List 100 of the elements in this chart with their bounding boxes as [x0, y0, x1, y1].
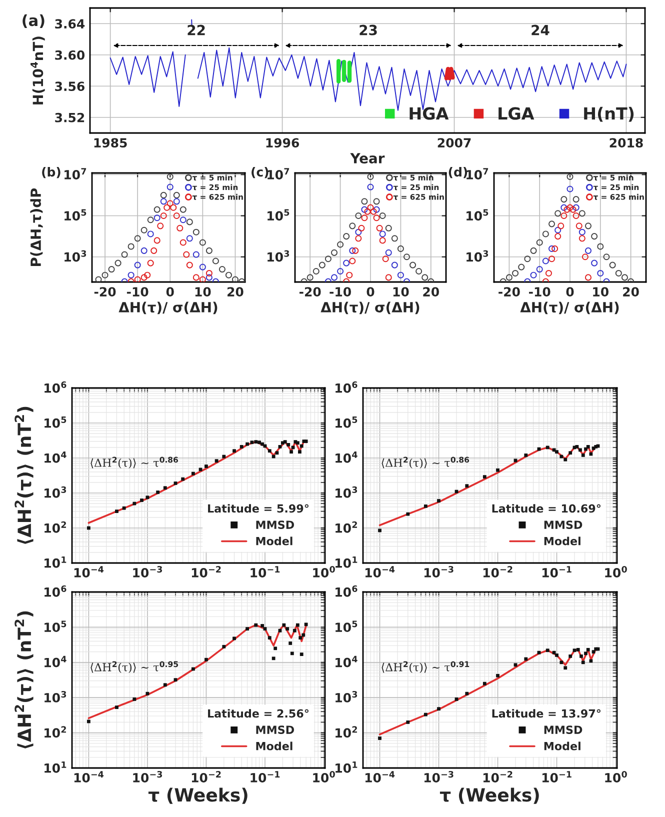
legend-label: Model — [256, 536, 292, 546]
x-tick-label: 10$^{0}$ — [313, 770, 335, 782]
legend-label: MMSD — [256, 726, 294, 734]
y-tick-label: 10$^{2}$ — [336, 726, 357, 738]
x-tick-label: 10$^{−2}$ — [483, 566, 512, 578]
y-tick-label: 10$^{6}$ — [336, 585, 358, 597]
x-tick-label: 10$^{−3}$ — [424, 770, 454, 782]
x-tick-label: -20 — [94, 287, 116, 297]
y-tick-label: 10$^{4}$ — [44, 656, 66, 668]
annotation: ⟨ΔH$^{2}$(τ)⟩ ~ τ$^{0.86}$ — [90, 456, 178, 469]
y-tick-label: 10$^{7}$ — [466, 168, 488, 180]
y-tick-label: 10$^{3}$ — [64, 250, 86, 262]
legend-label: MMSD — [544, 520, 582, 529]
x-tick-label: 0 — [166, 287, 174, 297]
y-tick-label: 10$^{3}$ — [336, 690, 358, 702]
x-tick-label: 20 — [423, 287, 439, 297]
y-tick-label: 10$^{5}$ — [64, 209, 86, 221]
x-tick-label: -10 — [330, 287, 351, 297]
x-tick-label: 2007 — [438, 138, 471, 148]
x-axis-title: τ (Weeks) — [440, 788, 539, 804]
y-tick-label: 3.52 — [55, 112, 84, 122]
y-tick-label: 10$^{2}$ — [44, 521, 66, 533]
y-tick-label: 10$^{3}$ — [268, 250, 290, 262]
x-tick-label: 10$^{−1}$ — [250, 771, 280, 782]
annotation: ⟨ΔH$^{2}$(τ)⟩ ~ τ$^{0.91}$ — [382, 661, 470, 673]
x-tick-label: 2018 — [610, 138, 643, 148]
y-axis-title: P(ΔH,τ)dP — [30, 188, 43, 266]
legend-label: MMSD — [544, 726, 582, 734]
x-tick-label: 20 — [228, 287, 244, 297]
annotation: ⟨ΔH$^{2}$(τ)⟩ ~ τ$^{0.86}$ — [382, 456, 470, 469]
y-tick-label: 10$^{6}$ — [44, 381, 66, 393]
x-tick-label: 10$^{−1}$ — [542, 566, 572, 578]
y-tick-label: 10$^{2}$ — [336, 521, 357, 533]
x-tick-label: -20 — [498, 287, 520, 297]
x-tick-label: 10$^{−4}$ — [74, 566, 104, 578]
x-tick-label: 1985 — [94, 138, 127, 148]
x-tick-label: 10$^{−2}$ — [192, 770, 221, 782]
x-tick-label: 10 — [593, 287, 608, 297]
legend-title: Latitude = 10.69° — [492, 504, 600, 513]
text: (a) — [22, 14, 44, 28]
y-tick-label: 10$^{5}$ — [44, 416, 66, 428]
x-tick-label: 10$^{0}$ — [605, 770, 627, 782]
y-tick-label: 10$^{7}$ — [64, 168, 86, 180]
x-axis-title: ΔH(τ)/ σ(ΔH) — [118, 302, 218, 314]
y-tick-label: 10$^{6}$ — [44, 585, 66, 597]
x-tick-label: 10$^{−4}$ — [74, 771, 104, 782]
legend-label: Model — [544, 742, 580, 750]
x-tick-label: 10$^{0}$ — [313, 566, 335, 578]
y-tick-label: 10$^{3}$ — [44, 690, 66, 702]
legend-label: Model — [256, 742, 292, 750]
y-tick-label: 10$^{5}$ — [44, 620, 66, 632]
legend-label: MMSD — [256, 520, 294, 529]
text: (b) — [42, 166, 60, 178]
legend-label: HGA — [410, 107, 449, 120]
y-tick-label: 10$^{1}$ — [44, 556, 66, 568]
x-tick-label: 10$^{−2}$ — [192, 566, 221, 578]
y-axis-title: ⟨ΔH$^{2}$(τ)⟩ (nT$^{2}$) — [14, 406, 34, 544]
x-tick-label: 10$^{−2}$ — [483, 770, 512, 782]
x-tick-label: 10 — [393, 287, 409, 297]
x-axis-title: τ (Weeks) — [148, 788, 248, 804]
y-tick-label: 10$^{1}$ — [336, 762, 358, 773]
x-tick-label: 10$^{−3}$ — [424, 566, 454, 578]
text: (d) — [448, 166, 468, 178]
y-tick-label: 10$^{1}$ — [336, 556, 358, 568]
y-tick-label: 10$^{5}$ — [336, 416, 358, 428]
y-tick-label: 10$^{5}$ — [268, 209, 290, 221]
y-tick-label: 3.64 — [55, 19, 85, 29]
x-tick-label: 10$^{−4}$ — [365, 566, 395, 578]
y-tick-label: 10$^{4}$ — [336, 656, 358, 668]
legend-title: Latitude = 13.97° — [492, 709, 600, 718]
x-tick-label: 1996 — [266, 138, 300, 148]
legend-label: Model — [544, 536, 580, 546]
x-tick-label: 10$^{−1}$ — [542, 771, 572, 782]
y-tick-label: 10$^{3}$ — [336, 486, 358, 498]
y-tick-label: 10$^{3}$ — [44, 486, 66, 498]
x-tick-label: -20 — [299, 287, 321, 297]
x-tick-label: 0 — [366, 287, 374, 297]
y-tick-label: 10$^{3}$ — [466, 250, 488, 262]
legend-title: Latitude = 2.56° — [208, 709, 308, 718]
y-tick-label: 10$^{7}$ — [268, 168, 290, 180]
y-tick-label: 10$^{4}$ — [336, 452, 358, 463]
y-tick-label: 10$^{1}$ — [44, 762, 66, 773]
annotation: 22 — [188, 24, 205, 36]
text: (c) — [252, 166, 268, 178]
x-tick-label: 10$^{−3}$ — [133, 566, 162, 578]
y-tick-label: 10$^{5}$ — [336, 620, 358, 632]
x-tick-label: 0 — [566, 287, 574, 297]
x-axis-title: ΔH(τ)/ σ(ΔH) — [520, 302, 619, 314]
y-tick-label: 10$^{6}$ — [336, 381, 358, 393]
x-tick-label: -10 — [126, 287, 148, 297]
x-tick-label: 10$^{0}$ — [605, 566, 627, 578]
x-tick-label: 10$^{−4}$ — [365, 771, 395, 782]
y-tick-label: 10$^{2}$ — [44, 726, 66, 738]
x-tick-label: 10 — [195, 287, 211, 297]
legend-label: H(nT) — [584, 106, 634, 122]
y-axis-title: ⟨ΔH$^{2}$(τ)⟩ (nT$^{2}$) — [14, 611, 34, 748]
x-tick-label: 20 — [623, 287, 639, 297]
y-tick-label: 10$^{5}$ — [466, 209, 488, 221]
x-tick-label: 10$^{−3}$ — [133, 770, 162, 782]
x-axis-title: ΔH(τ)/ σ(ΔH) — [320, 302, 420, 314]
